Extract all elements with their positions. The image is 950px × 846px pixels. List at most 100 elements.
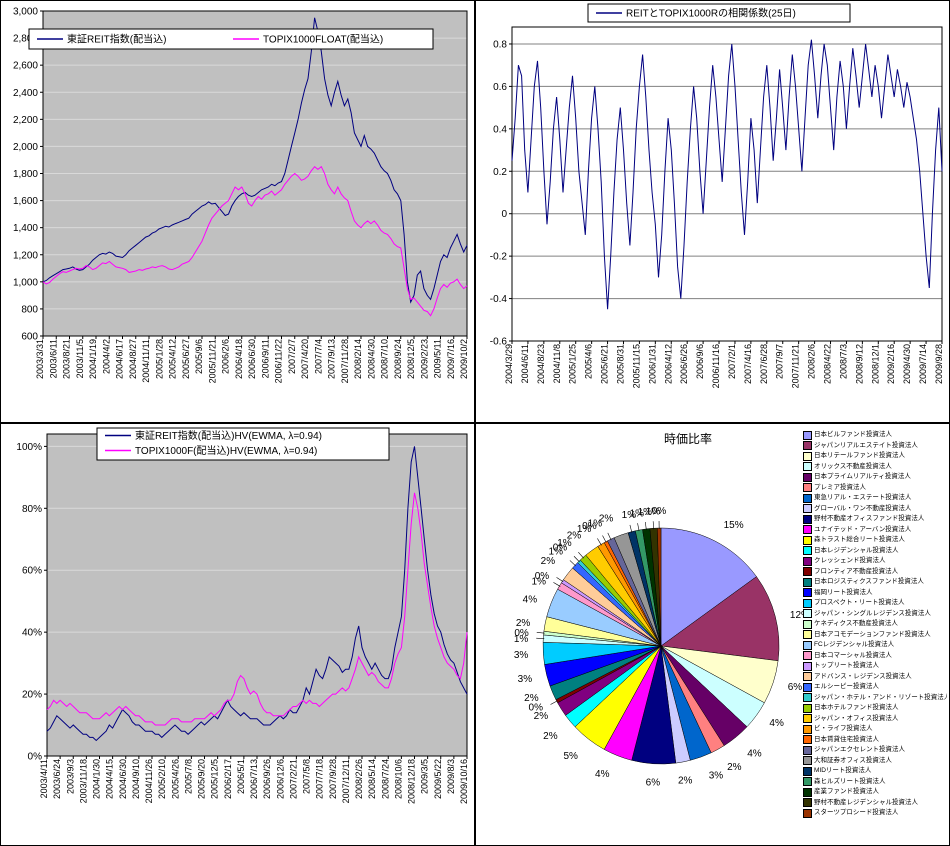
x-tick-label: 2003/6/24 <box>52 759 62 799</box>
x-tick-label: 2006/6/26 <box>679 344 689 384</box>
pie-legend-item: トップリート投資法人 <box>803 661 947 672</box>
pie-pct-label: 4% <box>523 595 538 606</box>
pie-legend-item: スターツプロシード投資法人 <box>803 808 947 819</box>
label-leader-line <box>550 700 558 705</box>
x-tick-label: 2006/5/1 <box>236 759 246 794</box>
pie-legend-item: ビ・ライフ投資法人 <box>803 724 947 735</box>
y-tick-label: 1,200 <box>13 250 38 261</box>
x-tick-label: 2005/1/25 <box>568 344 578 384</box>
x-tick-label: 2006/2/17 <box>223 759 233 799</box>
y-tick-label: 0% <box>28 752 43 763</box>
legend-color-swatch <box>803 651 812 661</box>
pie-legend-item: FCレジデンシャル投資法人 <box>803 640 947 651</box>
pie-legend-item: ケネディクス不動産投資法人 <box>803 619 947 630</box>
legend-color-swatch <box>803 745 812 755</box>
pie-pct-label: 1% <box>514 634 529 645</box>
legend-color-swatch <box>803 462 812 472</box>
x-tick-label: 2007/9/13 <box>327 339 337 379</box>
pie-pct-label: 4% <box>769 718 784 729</box>
x-tick-label: 2008/10/6 <box>393 759 403 799</box>
legend-color-swatch <box>803 525 812 535</box>
legend-fund-name: 日本レジデンシャル投資法人 <box>814 546 899 554</box>
pie-pct-label: 1% <box>549 547 564 558</box>
pie-slice <box>660 527 757 647</box>
y-tick-label: -0.6 <box>490 337 508 348</box>
pie-pct-label: 1% <box>646 506 661 517</box>
x-tick-label: 2006/1/31 <box>647 344 657 384</box>
pie-slice <box>660 576 780 662</box>
legend-fund-name: プロスペクト・リート投資法人 <box>814 599 905 606</box>
y-tick-label: 1,400 <box>13 223 38 234</box>
x-tick-label: 2006/9/11 <box>260 339 270 378</box>
x-tick-label: 2005/9/20 <box>197 759 207 799</box>
x-tick-label: 2005/8/31 <box>615 344 625 384</box>
pie-pct-label: 0% <box>582 521 597 532</box>
pie-chart-title: 時価比率 <box>664 432 713 446</box>
legend-color-swatch <box>803 619 812 629</box>
pie-legend-item: クレッシェンド投資法人 <box>803 556 947 567</box>
legend-color-swatch <box>803 556 812 566</box>
pie-pct-label: 2% <box>534 711 549 722</box>
pie-pct-label: 0% <box>529 702 544 713</box>
pie-legend-item: MIDリート投資法人 <box>803 766 947 777</box>
series-line <box>42 17 468 304</box>
pie-pct-label: 12% <box>790 610 810 621</box>
market-cap-pie-chart: 15%12%6%4%4%2%3%2%6%4%5%2%2%0%2%3%3%1%0%… <box>514 506 810 789</box>
pie-pct-label: 3% <box>518 674 533 685</box>
legend-fund-name: アドバンス・レジデンス投資法人 <box>814 672 912 680</box>
x-tick-label: 2005/11/21 <box>207 339 217 383</box>
y-tick-label: 0.8 <box>493 39 507 50</box>
legend-color-swatch <box>803 703 812 713</box>
x-tick-label: 2005/9/6 <box>194 339 204 374</box>
x-tick-label: 2007/9/7 <box>775 344 785 379</box>
x-tick-label: 2004/6/17 <box>115 339 125 379</box>
legend-color-swatch <box>803 504 812 514</box>
x-tick-label: 2008/4/30 <box>366 339 376 379</box>
x-tick-label: 2007/11/21 <box>791 344 801 388</box>
legend-box <box>28 28 434 50</box>
y-tick-label: 800 <box>21 304 38 315</box>
y-tick-label: 1,600 <box>13 196 38 207</box>
x-tick-label: 2004/8/23 <box>536 344 546 384</box>
legend-fund-name: 福岡リート投資法人 <box>814 588 873 596</box>
legend-fund-name: MIDリート投資法人 <box>814 767 872 774</box>
x-tick-label: 2009/5/22 <box>433 759 443 799</box>
x-tick-label: 2008/12/1 <box>870 344 880 384</box>
pie-legend-item: ジャパン・シングルレジデンス投資法人 <box>803 609 947 620</box>
label-leader-line <box>652 521 654 530</box>
legend-fund-name: プレミア投資法人 <box>814 483 866 491</box>
pie-legend-item: アドバンス・レジデンス投資法人 <box>803 672 947 683</box>
x-tick-label: 2008/5/14 <box>367 759 377 799</box>
x-tick-label: 2005/7/8 <box>183 759 193 794</box>
pie-legend-item: プロスペクト・リート投資法人 <box>803 598 947 609</box>
y-tick-label: 100% <box>16 442 42 453</box>
label-leader-line <box>573 556 580 563</box>
pie-legend-item: 森ヒルズリート投資法人 <box>803 777 947 788</box>
x-tick-label: 2009/7/16 <box>446 339 456 379</box>
x-tick-label: 2006/9/6 <box>695 344 705 379</box>
hv-chart-panel: 100% 80% 60% 40% 20% 0% 2003/4/11 2003/6/24 2003… <box>0 423 475 846</box>
y-tick-label: 0.4 <box>493 124 507 135</box>
legend-color-swatch <box>803 598 812 608</box>
legend-fund-name: ジャパンエクセレント投資法人 <box>814 746 905 753</box>
pie-pct-label: 1% <box>557 538 572 549</box>
reit-index-chart-panel: 3,000 2,800 2,600 2,400 2,200 2,000 1,800 1,600… <box>0 0 475 423</box>
market-cap-pie-panel: 15% 12% 6% 4% 4% 2% 3% 2% 6% 4% 5% 2% 2% 0% 2% 3% 3% 1% 0%… <box>475 423 950 846</box>
x-tick-label: 2004/3/29 <box>504 344 514 384</box>
plot-area <box>47 434 467 756</box>
x-tick-label: 2005/6/27 <box>181 339 191 379</box>
y-tick-label: 20% <box>22 690 42 701</box>
pie-legend-item: 東急リアル・エステート投資法人 <box>803 493 947 504</box>
x-tick-label: 2007/2/7 <box>287 339 297 374</box>
y-tick-label: 2,000 <box>13 142 38 153</box>
legend-color-swatch <box>803 430 812 440</box>
x-tick-label: 2005/4/6 <box>584 344 594 379</box>
label-leader-line <box>569 560 576 567</box>
pie-pct-label: 2% <box>543 731 558 742</box>
x-tick-label: 2007/7/18 <box>315 759 325 799</box>
x-tick-label: 2007/2/21 <box>288 759 298 799</box>
y-tick-label: 1,800 <box>13 169 38 180</box>
x-tick-label: 2005/1/28 <box>154 339 164 379</box>
legend-color-swatch <box>803 535 812 545</box>
